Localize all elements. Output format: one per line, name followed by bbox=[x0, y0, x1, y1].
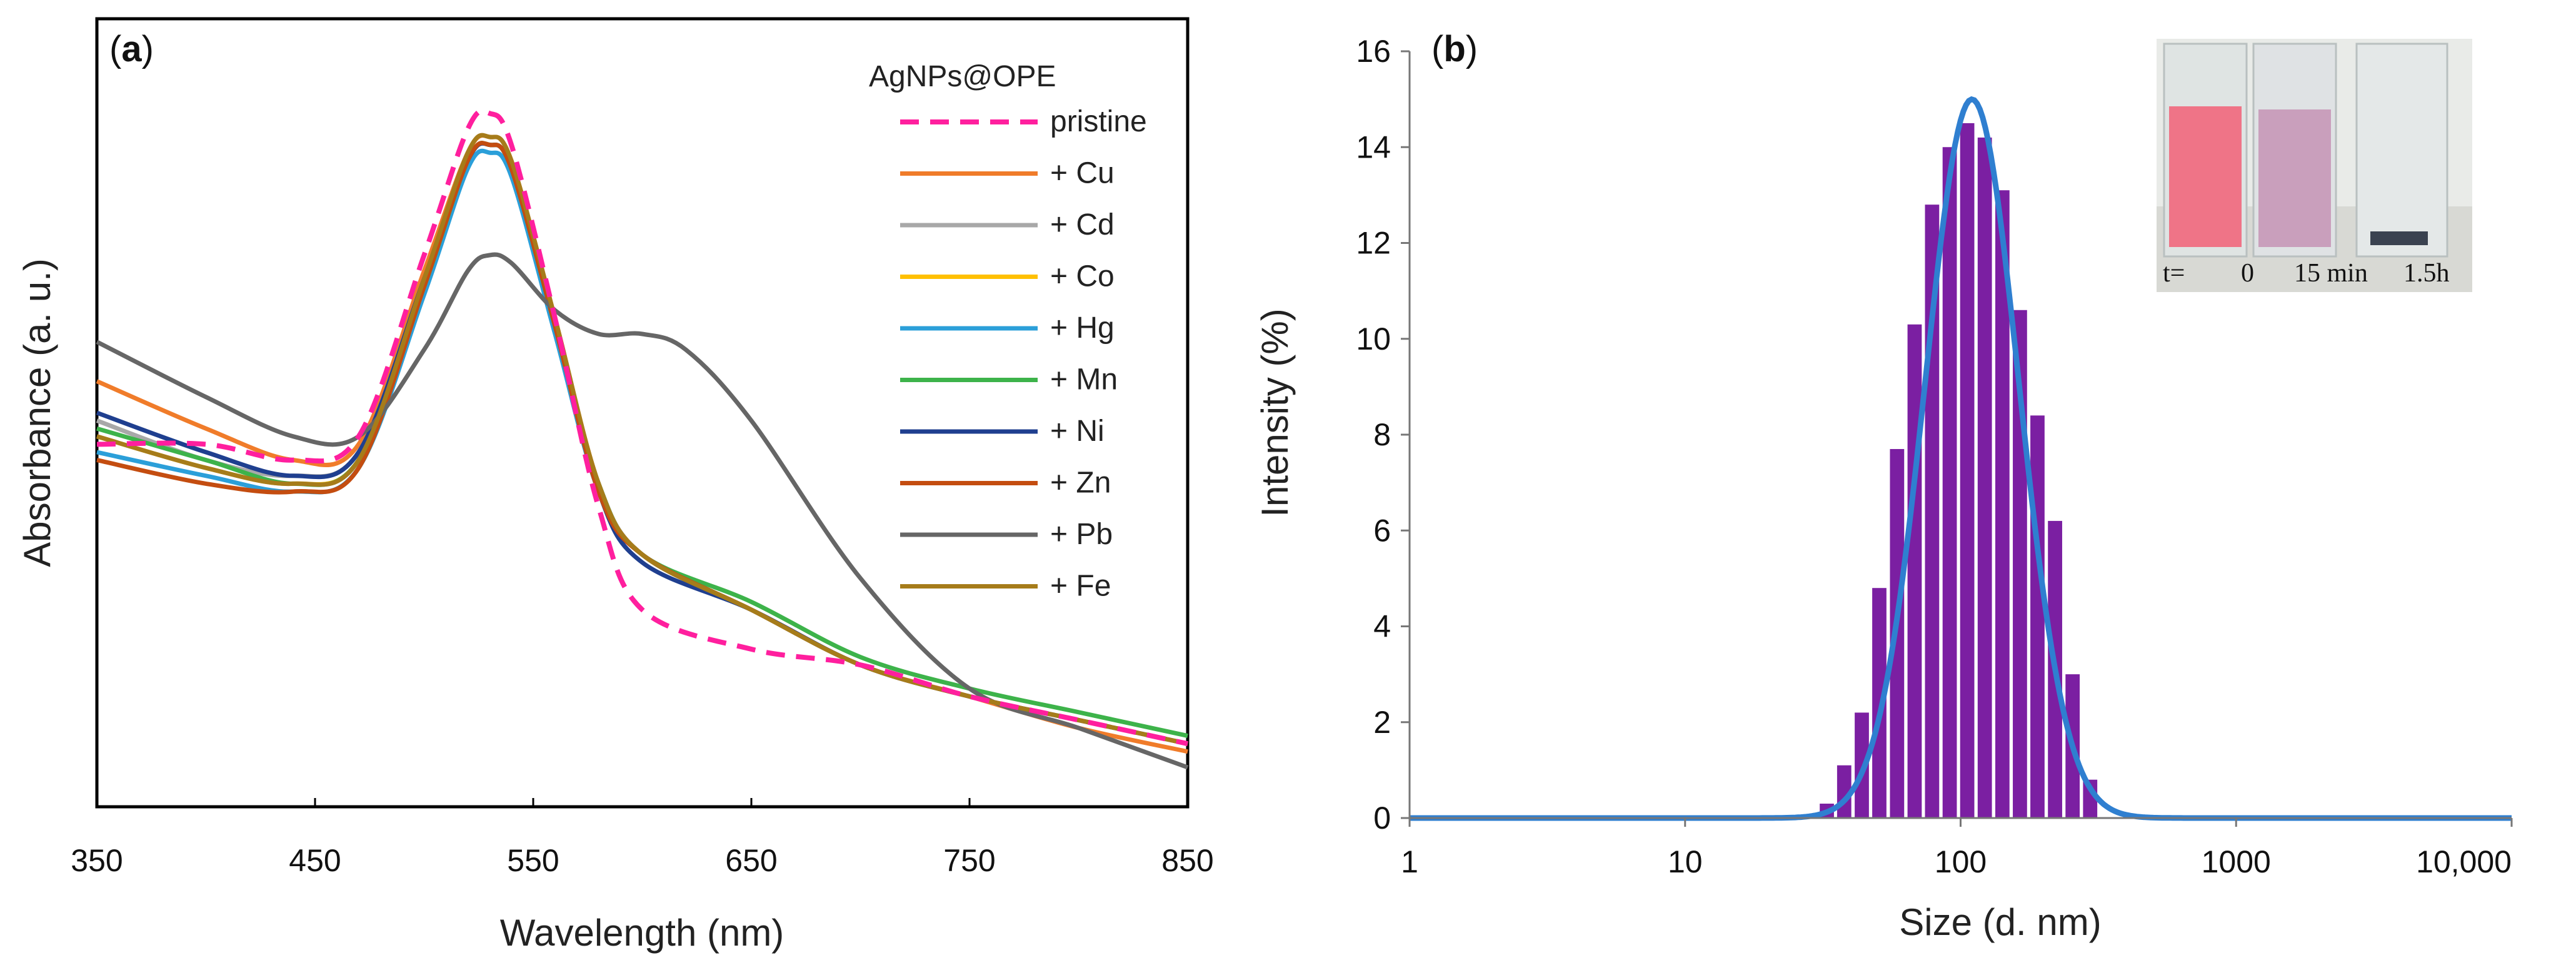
inset-label-15min: 15 min bbox=[2294, 259, 2368, 288]
series-line-zn bbox=[96, 141, 1188, 746]
legend-label-cd: + Cd bbox=[1050, 208, 1115, 241]
y-tick-label: 14 bbox=[1356, 129, 1391, 164]
x-tick-label: 550 bbox=[507, 843, 559, 878]
x-tick-label: 650 bbox=[725, 843, 777, 878]
y-tick-label: 2 bbox=[1373, 705, 1391, 740]
bar bbox=[1960, 123, 1975, 818]
panel-b-y-axis-title: Intensity (%) bbox=[1254, 308, 1296, 517]
x-tick-label: 1 bbox=[1401, 844, 1418, 879]
series-line-pb bbox=[96, 252, 1189, 770]
y-tick-label: 16 bbox=[1356, 34, 1391, 69]
legend-label-fe: + Fe bbox=[1050, 570, 1111, 603]
inset-photo: t= 0 15 min 1.5h bbox=[2157, 39, 2472, 292]
legend-items: pristine + Cu + Cd + Co + Hg + Mn + Ni + Zn + Pb… bbox=[900, 105, 1147, 603]
legend-label-cu: + Cu bbox=[1050, 157, 1115, 190]
y-tick-label: 4 bbox=[1373, 609, 1391, 644]
bar bbox=[1872, 588, 1887, 818]
panel-b-label: (b) bbox=[1431, 29, 1478, 69]
bar bbox=[1942, 147, 1957, 818]
legend-label-zn: + Zn bbox=[1050, 467, 1111, 500]
bar bbox=[2030, 415, 2045, 818]
series-line-pristine bbox=[96, 108, 1188, 747]
inset-label-0: 0 bbox=[2241, 259, 2254, 288]
series-line-co bbox=[96, 141, 1188, 746]
series-line-cu bbox=[96, 133, 1188, 754]
panel-a-legend: AgNPs@OPE pristine + Cu + Cd + Co + Hg + Mn + … bbox=[869, 60, 1147, 603]
panel-b-x-axis-title: Size (d. nm) bbox=[1899, 901, 2101, 943]
bar bbox=[1907, 324, 1922, 818]
x-tick-label: 10,000 bbox=[2416, 844, 2512, 879]
x-tick-label: 1000 bbox=[2202, 844, 2271, 879]
panel-b-y-ticks: 0 2 4 6 8 10 12 14 16 bbox=[1356, 34, 1410, 836]
x-tick-label: 850 bbox=[1161, 843, 1213, 878]
legend-label-pristine: pristine bbox=[1050, 105, 1147, 138]
panel-a-x-axis-title: Wavelength (nm) bbox=[500, 912, 784, 954]
panel-a: (a) 350 450 550 650 750 850 Wavelength (nm) A… bbox=[16, 17, 1214, 954]
x-tick-label: 100 bbox=[1935, 844, 1987, 879]
bar bbox=[1995, 190, 2010, 818]
legend-label-hg: + Hg bbox=[1050, 311, 1115, 345]
series-line-cd bbox=[96, 141, 1188, 746]
panel-a-y-axis-title: Absorbance (a. u.) bbox=[16, 258, 58, 567]
panel-b: (b) 0 2 4 6 8 10 12 14 16 1 10 100 1000 10,000 Size … bbox=[1254, 29, 2513, 943]
x-tick-label: 10 bbox=[1668, 844, 1703, 879]
legend-label-ni: + Ni bbox=[1050, 415, 1105, 448]
panel-b-x-ticks: 1 10 100 1000 10,000 bbox=[1401, 818, 2513, 879]
y-tick-label: 8 bbox=[1373, 417, 1391, 452]
cuvette-3-sediment bbox=[2370, 231, 2428, 245]
y-tick-label: 12 bbox=[1356, 226, 1391, 261]
inset-label-t: t= bbox=[2163, 259, 2185, 288]
y-tick-label: 6 bbox=[1373, 513, 1391, 548]
inset-label-1-5h: 1.5h bbox=[2403, 259, 2450, 288]
legend-title: AgNPs@OPE bbox=[869, 60, 1056, 93]
y-tick-label: 10 bbox=[1356, 321, 1391, 356]
panel-a-plot-frame bbox=[95, 17, 1190, 809]
cuvette-2-liquid bbox=[2258, 109, 2331, 247]
y-tick-label: 0 bbox=[1373, 801, 1391, 836]
panel-a-label: (a) bbox=[109, 29, 154, 69]
bar bbox=[1977, 137, 1992, 818]
legend-label-mn: + Mn bbox=[1050, 363, 1118, 397]
x-tick-label: 350 bbox=[71, 843, 123, 878]
x-tick-label: 750 bbox=[943, 843, 995, 878]
series-line-ni bbox=[96, 141, 1188, 746]
x-tick-label: 450 bbox=[289, 843, 341, 878]
series-line-mn bbox=[96, 141, 1188, 739]
series-line-hg bbox=[96, 148, 1188, 746]
cuvette-1-liquid bbox=[2169, 106, 2242, 247]
panel-a-x-ticks: 350 450 550 650 750 850 bbox=[71, 798, 1214, 878]
legend-label-pb: + Pb bbox=[1050, 518, 1113, 551]
cuvette-3 bbox=[2355, 43, 2448, 258]
legend-label-co: + Co bbox=[1050, 260, 1115, 293]
panel-a-series-group bbox=[96, 108, 1189, 770]
bar bbox=[1855, 712, 1869, 818]
panel-b-bars bbox=[1820, 123, 2098, 818]
